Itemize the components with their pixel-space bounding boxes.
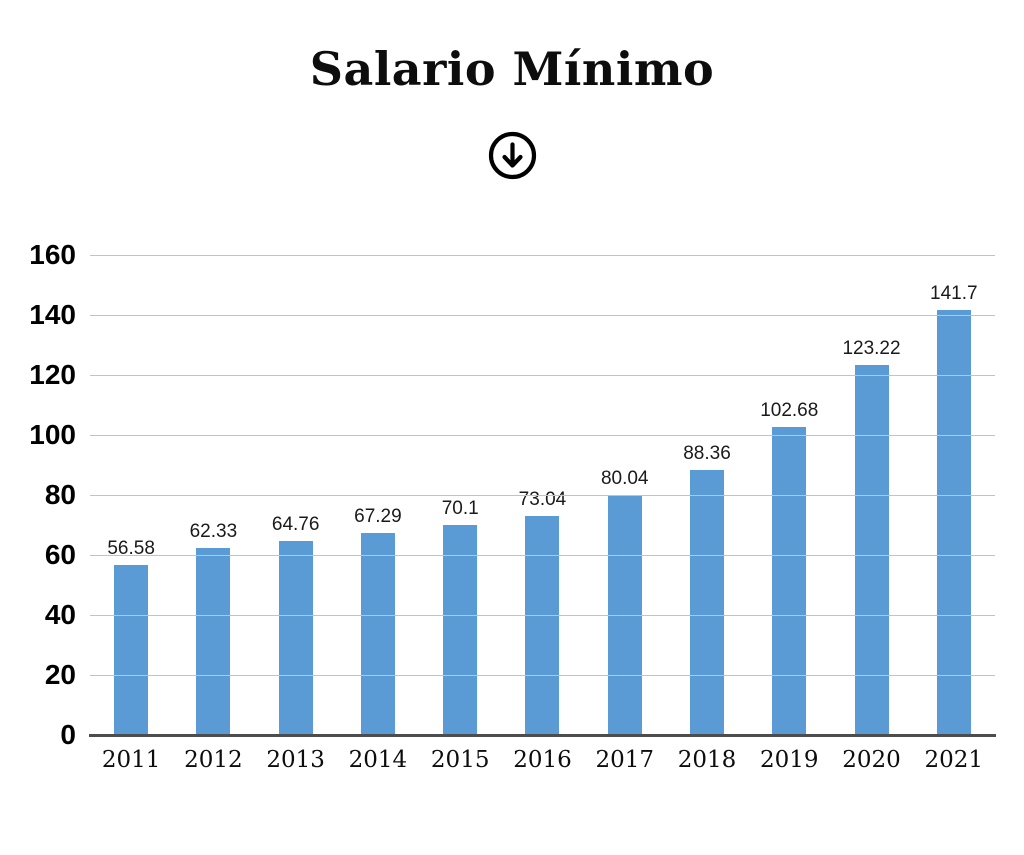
gridline-140: [90, 315, 995, 316]
x-tick-label-2017: 2017: [595, 747, 654, 773]
x-tick-label-2019: 2019: [759, 747, 819, 773]
x-tick-label-2011: 2011: [101, 747, 161, 773]
gridline-160: [90, 255, 995, 256]
y-tick-label-80: 80: [44, 479, 76, 510]
bar-value-label-2021: 141.7: [930, 282, 978, 304]
plot-area: 56.58 62.33 64.76 67.29 70.1 73.04 80.04 88.36 1…: [89, 255, 996, 737]
bar-group-2020: 123.22: [830, 255, 912, 735]
bar-2021: [936, 309, 971, 735]
bar-value-label-2019: 102.68: [760, 399, 819, 421]
bar-2015: [443, 524, 478, 735]
x-tick-label-2014: 2014: [348, 747, 408, 773]
bar-2020: [854, 365, 889, 735]
bar-group-2017: 80.04: [584, 255, 666, 735]
bar-group-2021: 141.7: [913, 255, 995, 735]
x-axis-line: [89, 734, 996, 737]
x-tick-label-2020: 2020: [842, 747, 901, 773]
gridline-120: [90, 375, 995, 376]
bar-value-label-2017: 80.04: [600, 467, 649, 489]
gridline-100: [90, 435, 995, 436]
bar-group-2018: 88.36: [666, 255, 748, 735]
bar-2017: [607, 494, 642, 735]
y-tick-label-60: 60: [44, 539, 76, 570]
y-axis: 0 20 40 60 80 100 120 140 160: [0, 241, 76, 749]
bar-2014: [360, 533, 395, 735]
bar-2019: [772, 426, 807, 735]
bars-container: 56.58 62.33 64.76 67.29 70.1 73.04 80.04 88.36 1…: [90, 255, 995, 735]
gridline-40: [90, 615, 995, 616]
gridline-80: [90, 495, 995, 496]
bar-value-label-2016: 73.04: [518, 488, 567, 510]
bar-2012: [196, 548, 231, 735]
gridline-20: [90, 675, 995, 676]
bar-value-label-2011: 56.58: [107, 538, 155, 560]
bar-2016: [525, 515, 560, 735]
y-tick-label-40: 40: [44, 599, 76, 630]
bar-value-label-2018: 88.36: [683, 442, 731, 464]
bar-value-label-2015: 70.1: [441, 497, 479, 519]
x-tick-label-2021: 2021: [924, 747, 984, 773]
scroll-down-button[interactable]: [487, 130, 538, 181]
gridline-60: [90, 555, 995, 556]
y-tick-label-160: 160: [29, 239, 76, 270]
bar-group-2016: 73.04: [501, 255, 583, 735]
bar-2011: [114, 565, 149, 735]
bar-value-label-2014: 67.29: [354, 506, 402, 528]
y-tick-label-140: 140: [29, 299, 76, 330]
y-tick-label-0: 0: [60, 719, 76, 750]
x-tick-label-2018: 2018: [677, 747, 737, 773]
bar-value-label-2020: 123.22: [842, 338, 901, 360]
bar-value-label-2012: 62.33: [189, 521, 238, 543]
bar-group-2015: 70.1: [419, 255, 501, 735]
y-tick-label-120: 120: [29, 359, 76, 390]
bar-group-2014: 67.29: [337, 255, 419, 735]
bar-group-2019: 102.68: [748, 255, 830, 735]
x-tick-label-2016: 2016: [513, 747, 572, 773]
bar-2018: [689, 469, 724, 735]
x-axis: 2011 2012 2013 2014 2015 2016 2017 2018 2019 2020…: [90, 747, 995, 773]
y-tick-label-100: 100: [29, 419, 76, 450]
chart-title: Salario Mínimo: [309, 42, 715, 96]
y-tick-label-20: 20: [44, 659, 76, 690]
bar-2013: [278, 540, 313, 735]
x-tick-label-2012: 2012: [184, 747, 243, 773]
x-tick-label-2013: 2013: [266, 747, 325, 773]
circled-down-arrow-icon: [487, 131, 538, 184]
bar-group-2012: 62.33: [172, 255, 254, 735]
bar-value-label-2013: 64.76: [271, 513, 320, 535]
x-tick-label-2015: 2015: [430, 747, 490, 773]
bar-group-2013: 64.76: [255, 255, 337, 735]
bar-group-2011: 56.58: [90, 255, 172, 735]
